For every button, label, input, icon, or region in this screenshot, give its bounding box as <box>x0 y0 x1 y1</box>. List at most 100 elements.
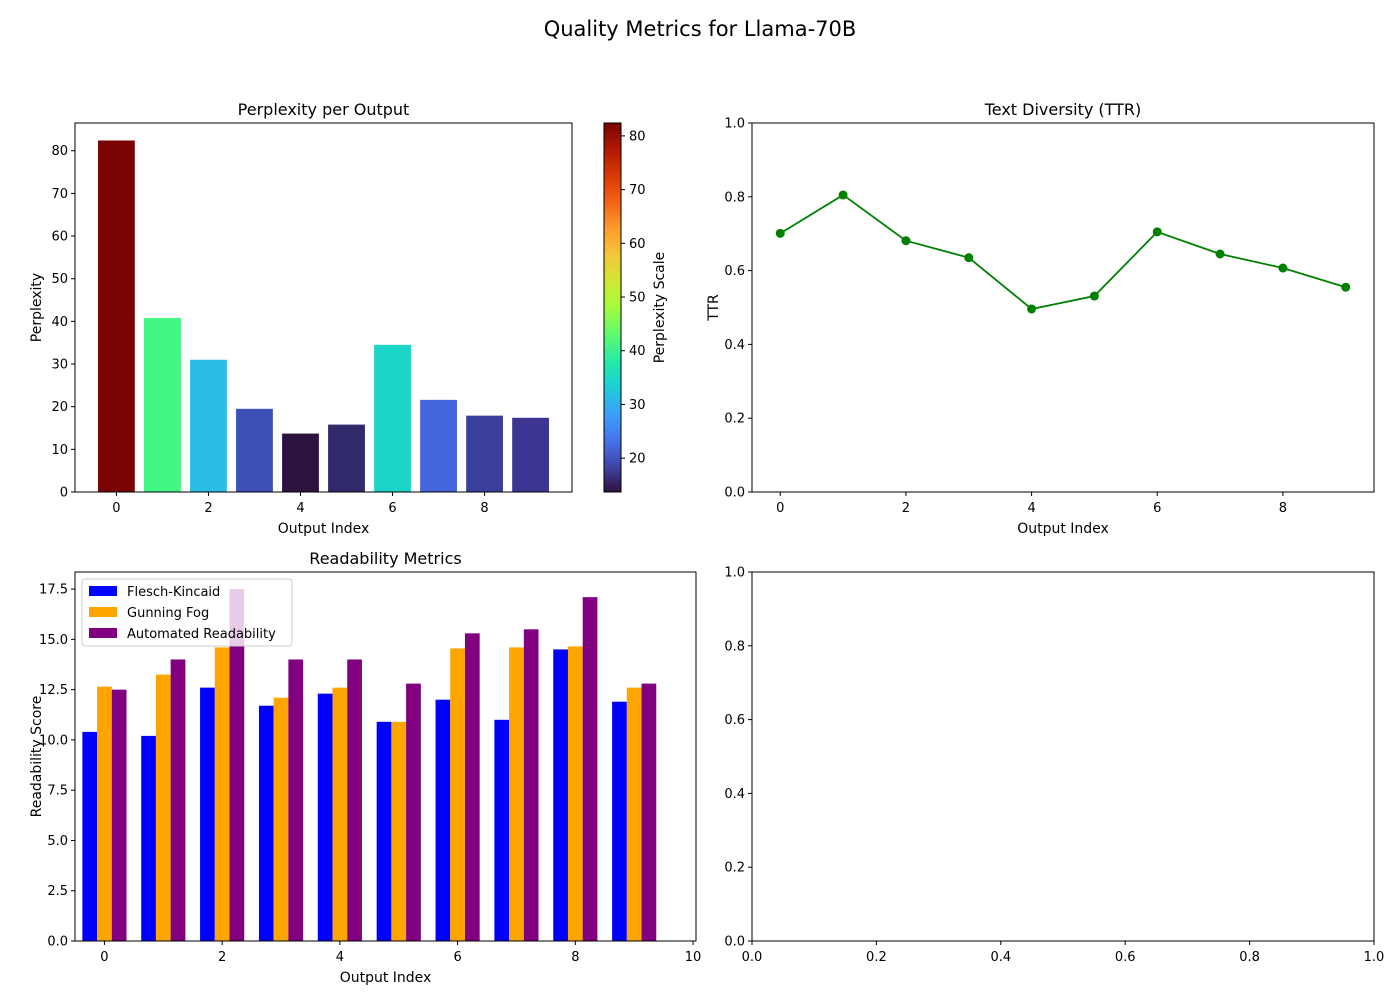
readability-bar <box>200 687 215 941</box>
x-tick-label: 0.8 <box>1239 950 1260 965</box>
readability-bar <box>435 699 451 941</box>
colorbar-tick-label: 40 <box>629 344 646 359</box>
ttr-point <box>775 228 785 238</box>
readability-bar <box>450 648 465 941</box>
readability-bar <box>523 629 539 941</box>
readability-bar <box>641 683 657 941</box>
plot-frame <box>74 122 573 493</box>
y-tick-label: 0.6 <box>724 713 745 728</box>
readability-bar <box>509 647 524 941</box>
y-tick-label: 50 <box>51 272 68 287</box>
perplexity-bar <box>466 415 503 492</box>
x-axis-label: Output Index <box>1017 521 1109 537</box>
empty-chart: 0.0 0.2 0.4 0.6 0.8 1.0 0.0 0.2 0.4 0.6 0.8 1.0 <box>724 566 1384 966</box>
x-tick-label: 4 <box>336 950 344 965</box>
x-tick-label: 8 <box>1279 501 1287 516</box>
y-tick-label: 0.4 <box>724 338 745 353</box>
legend-box <box>81 578 293 647</box>
readability-bar <box>155 674 171 941</box>
y-tick-label: 0.8 <box>724 639 745 654</box>
readability-bar <box>288 659 304 941</box>
perplexity-bar <box>374 344 411 492</box>
x-tick-label: 6 <box>1153 501 1161 516</box>
perplexity-bar <box>236 408 273 492</box>
ttr-line <box>779 193 1346 310</box>
colorbar-label: Perplexity Scale <box>652 252 668 364</box>
x-tick-label: 2 <box>204 501 212 516</box>
colorbar-tick-label: 20 <box>629 452 646 467</box>
y-tick-label: 0.6 <box>724 264 745 279</box>
y-tick-label: 0.2 <box>724 412 745 427</box>
ttr-point <box>1027 304 1037 314</box>
legend-swatch <box>89 628 117 638</box>
x-tick-label: 8 <box>480 501 488 516</box>
readability-bar <box>273 697 289 941</box>
y-axis-label: Readability Score <box>29 696 45 818</box>
ttr-chart: Text Diversity (TTR) Output Index TTR 0 2 4 6 8… <box>706 100 1375 537</box>
legend-swatch <box>89 586 117 596</box>
legend-label: Gunning Fog <box>127 606 209 621</box>
perplexity-chart: Perplexity per Output Output Index Perplex… <box>29 100 573 537</box>
y-tick-label: 17.5 <box>39 583 68 598</box>
y-tick-label: 0.2 <box>724 861 745 876</box>
y-tick-label: 30 <box>51 358 68 373</box>
perplexity-bar <box>282 433 319 492</box>
readability-bar <box>347 659 362 941</box>
perplexity-bar <box>144 317 181 492</box>
y-tick-label: 10 <box>51 443 68 458</box>
readability-bar <box>141 735 156 941</box>
y-tick-label: 0.8 <box>724 190 745 205</box>
y-axis-label: TTR <box>706 294 722 322</box>
legend-label: Automated Readability <box>127 627 276 642</box>
x-axis-label: Output Index <box>340 970 432 986</box>
figure-title: Quality Metrics for Llama-70B <box>544 17 857 41</box>
ttr-point <box>1089 291 1099 301</box>
plot-frame <box>751 122 1375 493</box>
y-tick-label: 80 <box>51 144 68 159</box>
y-tick-label: 70 <box>51 187 68 202</box>
y-tick-label: 1.0 <box>724 117 745 132</box>
y-axis-label: Perplexity <box>29 273 45 342</box>
readability-bar <box>170 659 186 941</box>
readability-legend: Flesch-Kincaid Gunning Fog Automated Reada… <box>81 578 293 647</box>
x-tick-label: 0.0 <box>742 950 763 965</box>
readability-bar <box>553 649 568 941</box>
ttr-point <box>964 253 974 263</box>
readability-bar <box>406 683 421 941</box>
readability-bar <box>376 721 392 941</box>
plot-frame <box>74 571 697 942</box>
colorbar-tick-label: 60 <box>629 237 646 252</box>
readability-bar <box>626 687 642 941</box>
x-tick-label: 2 <box>218 950 226 965</box>
perplexity-bar <box>328 424 365 492</box>
x-tick-label: 4 <box>1027 501 1035 516</box>
legend-swatch <box>89 607 117 617</box>
x-tick-label: 1.0 <box>1364 950 1385 965</box>
colorbar-tick-label: 70 <box>629 183 646 198</box>
y-tick-label: 15.0 <box>39 633 68 648</box>
x-tick-label: 0.4 <box>990 950 1011 965</box>
readability-bar <box>494 719 510 941</box>
y-tick-label: 10.0 <box>39 733 68 748</box>
y-tick-label: 20 <box>51 400 68 415</box>
readability-bar <box>82 731 98 941</box>
readability-bar <box>612 701 627 941</box>
x-tick-label: 0.2 <box>866 950 887 965</box>
perplexity-bar <box>512 417 549 492</box>
y-tick-label: 1.0 <box>724 566 745 581</box>
chart-title: Text Diversity (TTR) <box>984 100 1142 119</box>
x-axis-label: Output Index <box>278 521 370 537</box>
colorbar-gradient <box>603 122 622 493</box>
readability-bar <box>258 705 274 941</box>
readability-bar <box>464 633 480 941</box>
x-tick-label: 0 <box>100 950 108 965</box>
y-tick-label: 7.5 <box>47 784 68 799</box>
colorbar-tick-label: 30 <box>629 398 646 413</box>
readability-bar <box>229 589 245 941</box>
chart-title: Readability Metrics <box>309 549 461 568</box>
readability-bar <box>391 721 407 941</box>
x-tick-label: 8 <box>571 950 579 965</box>
colorbar-tick-label: 50 <box>629 291 646 306</box>
ttr-point <box>1215 249 1225 259</box>
